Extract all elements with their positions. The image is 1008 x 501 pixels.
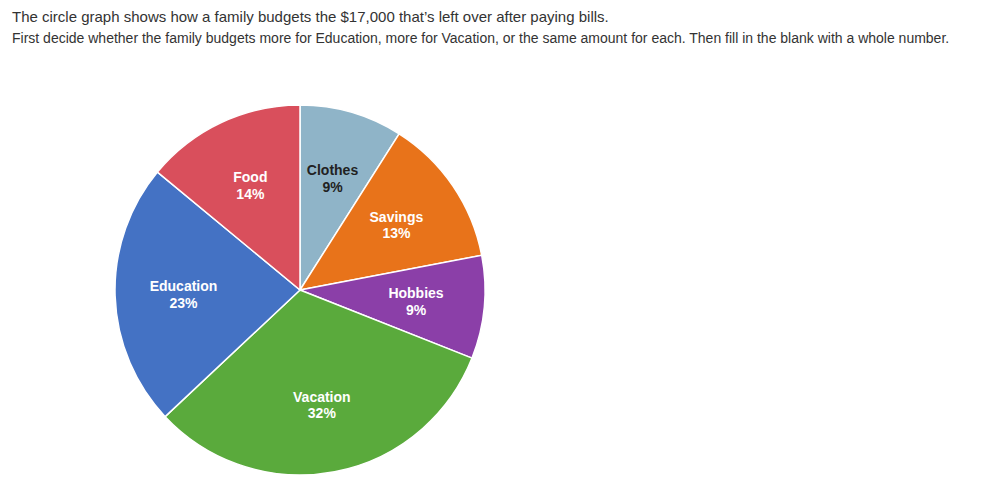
title: The circle graph shows how a family budg… [12,8,996,25]
slice-label: Vacation32% [293,389,351,422]
slice-label: Savings13% [370,209,424,242]
slices [115,105,485,475]
subtitle: First decide whether the family budgets … [12,29,996,47]
slice-value: 23% [169,295,198,311]
slice-value: 32% [308,405,337,421]
chart: Clothes9%Savings13%Hobbies9%Vacation32%E… [0,78,1008,501]
slice-label: Education23% [150,278,218,311]
slice-category: Food [233,169,267,185]
slice-category: Clothes [307,162,359,178]
slice-labels: Clothes9%Savings13%Hobbies9%Vacation32%E… [150,162,444,421]
titles: The circle graph shows how a family budg… [12,8,996,47]
slice-label: Food14% [233,169,267,202]
slice-category: Hobbies [388,285,443,301]
slice-value: 14% [236,186,265,202]
slice-label: Clothes9% [307,162,359,195]
pie-slice [157,105,300,290]
slice-value: 13% [382,225,411,241]
slice-value: 9% [322,179,343,195]
slice-category: Education [150,278,218,294]
slice-value: 9% [406,302,427,318]
slice-category: Vacation [293,389,351,405]
slice-category: Savings [370,209,424,225]
slice-label: Hobbies9% [388,285,443,318]
